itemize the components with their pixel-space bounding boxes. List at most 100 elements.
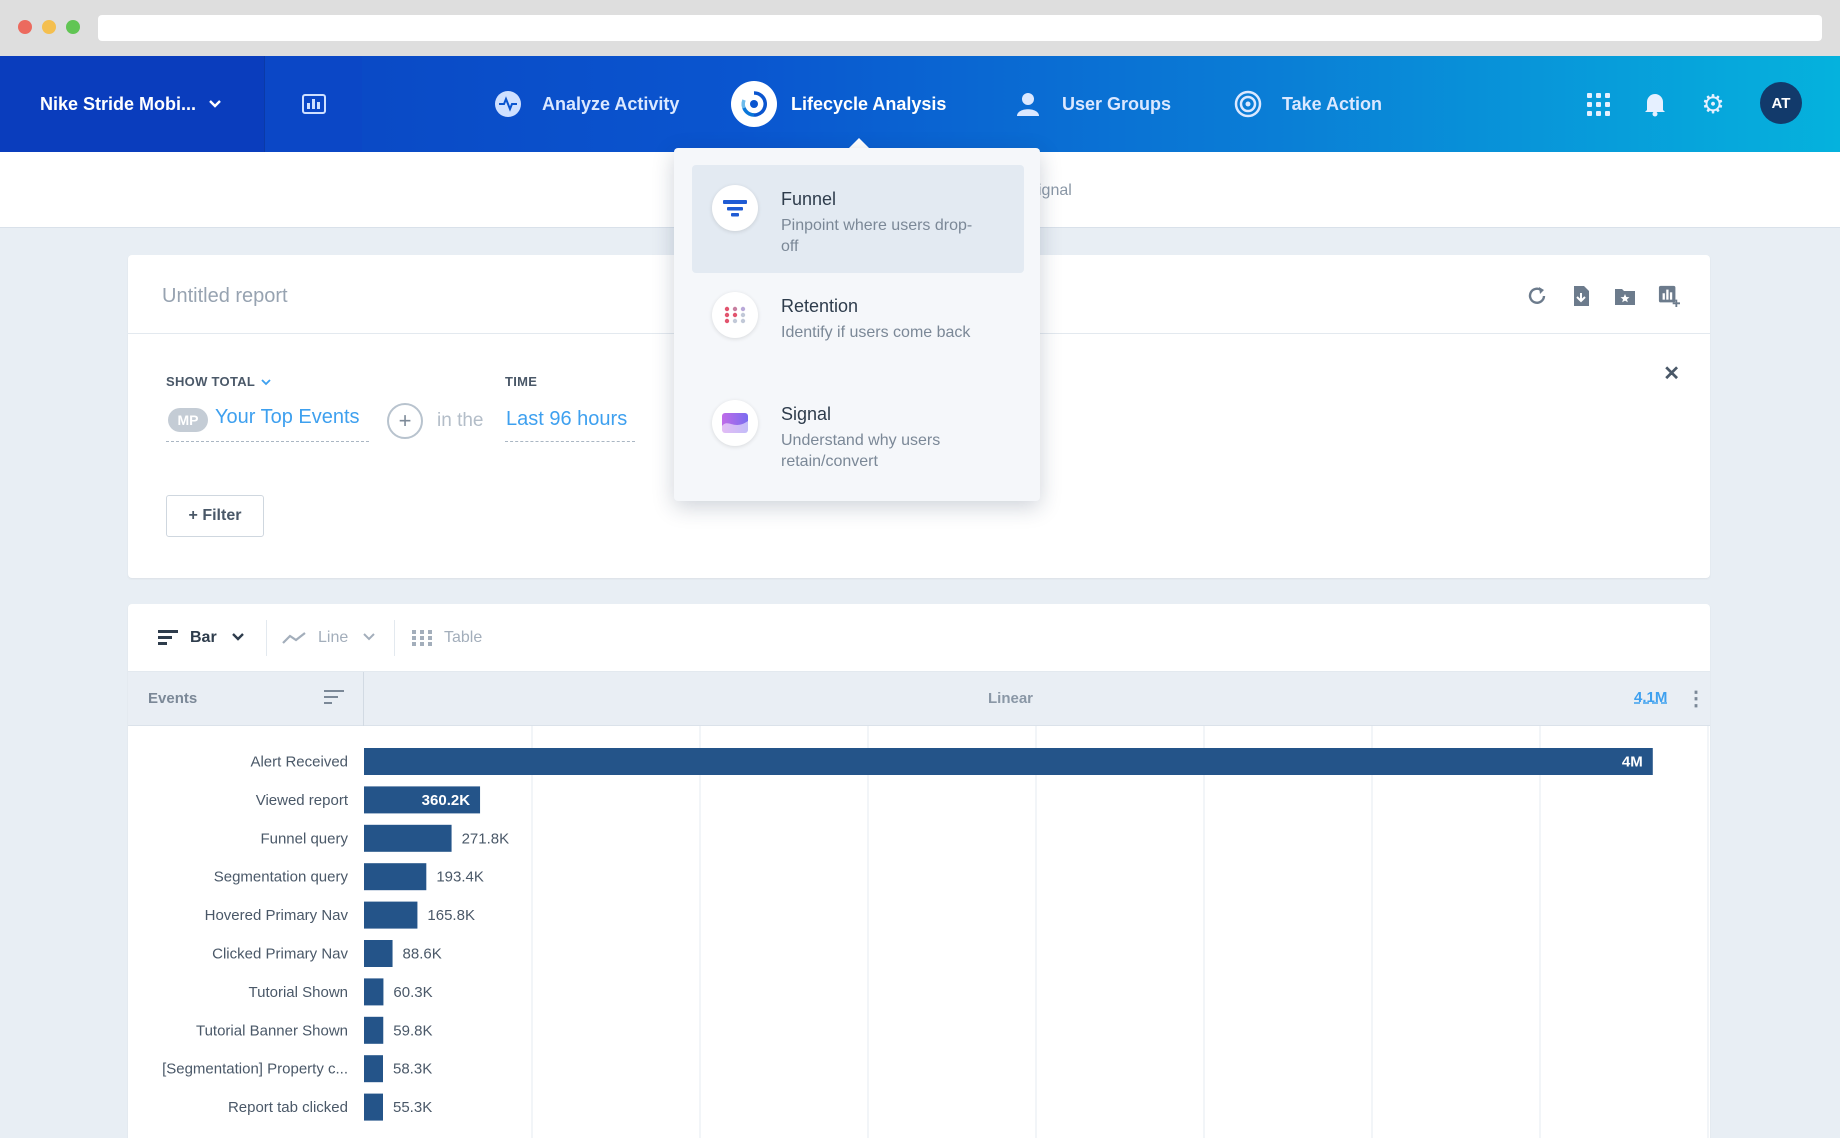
chevron-down-icon [261, 377, 271, 389]
time-label: TIME [505, 374, 538, 389]
tab-label: Line [318, 629, 349, 646]
avatar[interactable]: AT [1760, 82, 1802, 124]
add-event-button[interactable]: + [387, 403, 423, 439]
bar-value-label: 59.8K [393, 1022, 432, 1039]
sort-icon[interactable] [324, 690, 344, 709]
chart-card: Bar Line Table Events Li [128, 604, 1710, 1138]
bar[interactable] [364, 1016, 384, 1044]
nav-label: Lifecycle Analysis [791, 93, 947, 114]
menu-item-funnel[interactable]: Funnel Pinpoint where users drop-off [692, 165, 1024, 273]
browser-chrome [0, 0, 1840, 56]
bar-category-label: Report tab clicked [228, 1099, 348, 1116]
chart-type-tabs: Bar Line Table [128, 604, 1710, 672]
chevron-down-icon [208, 96, 222, 112]
retention-dots-icon [712, 292, 758, 338]
menu-item-retention[interactable]: Retention Identify if users come back [692, 272, 1024, 380]
apps-grid-icon[interactable] [1584, 56, 1612, 152]
bar-value-label: 55.3K [393, 1099, 432, 1116]
bar-category-label: Tutorial Banner Shown [196, 1022, 348, 1039]
bar-chart: Alert Received 4M Viewed report 360.2K Funne… [162, 726, 1709, 1138]
pulse-icon [494, 90, 522, 118]
bar-category-label: [Segmentation] Property c... [162, 1061, 348, 1078]
bar-category-label: Tutorial Shown [249, 984, 349, 1001]
more-options-icon[interactable]: ⋮ [1686, 688, 1706, 710]
report-title[interactable]: Untitled report [162, 285, 288, 307]
line-chart-icon [282, 631, 306, 645]
bar[interactable] [364, 824, 452, 852]
bar-value-label: 271.8K [462, 830, 510, 847]
bar-category-label: Viewed report [256, 792, 349, 809]
scale-toggle[interactable]: Linear [988, 690, 1034, 707]
bar-category-label: Segmentation query [214, 869, 349, 886]
menu-item-description: Identify if users come back [781, 324, 971, 341]
refresh-icon[interactable] [1526, 285, 1548, 307]
tab-signal[interactable]: ignal [1038, 182, 1072, 199]
window-maximize-dot[interactable] [66, 20, 80, 34]
project-selector[interactable]: Nike Stride Mobi... [0, 56, 264, 152]
bookmark-icon[interactable] [1614, 285, 1636, 307]
mp-badge: MP [168, 408, 208, 432]
show-total-dropdown[interactable]: SHOW TOTAL [166, 374, 271, 389]
nav-analyze-activity[interactable]: Analyze Activity [494, 56, 679, 152]
nav-take-action[interactable]: Take Action [1234, 56, 1382, 152]
bar-value-label: 360.2K [422, 792, 471, 809]
menu-item-signal[interactable]: Signal Understand why users retain/conve… [692, 380, 1024, 488]
tab-label: Table [444, 629, 483, 646]
bell-icon[interactable] [1641, 56, 1669, 152]
gear-icon[interactable]: ⚙ [1701, 88, 1725, 119]
close-icon[interactable]: ✕ [1663, 363, 1680, 385]
lifecycle-dropdown-menu: Funnel Pinpoint where users drop-off Ret… [674, 148, 1040, 501]
address-bar[interactable] [98, 15, 1822, 41]
report-toolbar [1526, 285, 1680, 307]
project-name: Nike Stride Mobi... [40, 93, 197, 114]
tab-table[interactable]: Table [412, 604, 482, 672]
bar-category-label: Funnel query [260, 830, 348, 847]
nav-label: User Groups [1062, 93, 1172, 114]
nav-label: Analyze Activity [542, 93, 680, 114]
dashboards-button[interactable] [264, 56, 362, 152]
window-minimize-dot[interactable] [42, 20, 56, 34]
bar-category-label: Alert Received [250, 754, 348, 771]
bar[interactable] [364, 748, 1653, 775]
lifecycle-icon [731, 81, 777, 127]
menu-item-description: Pinpoint where users drop-off [781, 217, 973, 255]
show-total-label: SHOW TOTAL [166, 374, 255, 389]
column-divider [363, 672, 364, 726]
events-selector[interactable]: Your Top Events [215, 406, 360, 428]
download-icon[interactable] [1570, 285, 1592, 307]
tab-bar[interactable]: Bar [158, 604, 245, 672]
table-grid-icon [412, 630, 432, 646]
time-range-selector[interactable]: Last 96 hours [506, 408, 628, 430]
nav-label: Take Action [1282, 93, 1383, 114]
events-underline [166, 441, 369, 442]
nav-lifecycle-analysis[interactable]: Lifecycle Analysis [731, 56, 946, 152]
chart-column-header: Events Linear 4.1M ⋮ [128, 672, 1710, 726]
menu-item-title: Signal [781, 404, 832, 424]
bar[interactable] [364, 901, 418, 929]
events-column-label: Events [148, 690, 198, 707]
menu-item-title: Retention [781, 296, 859, 316]
bar-value-label: 58.3K [393, 1061, 432, 1078]
chevron-down-icon [362, 629, 376, 647]
tab-separator [266, 620, 267, 656]
nav-user-groups[interactable]: User Groups [1014, 56, 1171, 152]
bar[interactable] [364, 863, 427, 891]
bar[interactable] [364, 1093, 383, 1121]
bar[interactable] [364, 978, 384, 1006]
tab-label: Bar [190, 629, 217, 646]
add-to-dashboard-icon[interactable] [1658, 285, 1680, 307]
axis-max-value[interactable]: 4.1M [1634, 689, 1668, 706]
bar[interactable] [364, 1055, 383, 1083]
target-icon [1234, 90, 1262, 118]
bar[interactable] [364, 940, 393, 967]
top-navigation: Nike Stride Mobi... Analyze Activity Lif… [0, 56, 1840, 152]
tab-line[interactable]: Line [282, 604, 376, 672]
signal-wave-icon [712, 400, 758, 446]
bar-value-label: 193.4K [436, 869, 484, 886]
bar-value-label: 60.3K [393, 984, 432, 1001]
window-close-dot[interactable] [18, 20, 32, 34]
add-filter-button[interactable]: + Filter [166, 495, 264, 537]
time-underline [505, 441, 635, 442]
user-icon [1014, 90, 1042, 118]
bar[interactable] [364, 786, 481, 814]
